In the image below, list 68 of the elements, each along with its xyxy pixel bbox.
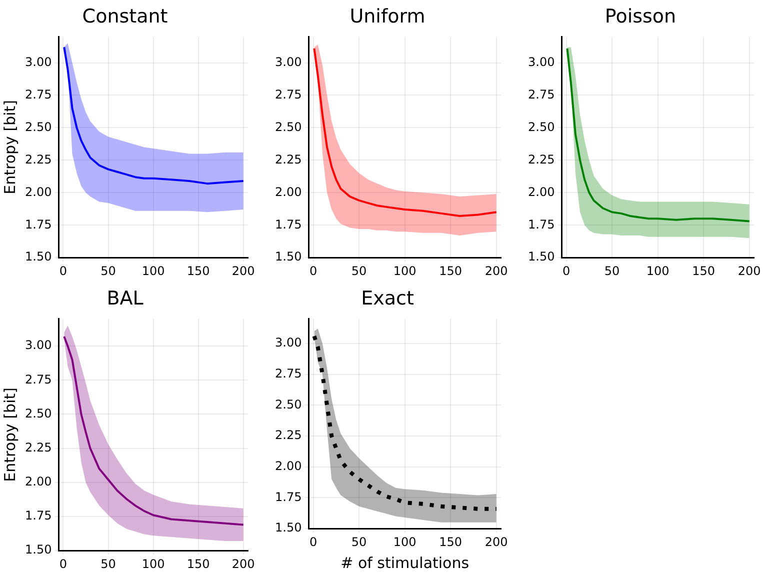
chart-title: Uniform [350, 5, 426, 28]
y-tick-label: 2.00 [275, 184, 302, 199]
y-tick-label: 1.50 [275, 250, 302, 264]
x-tick-label: 200 [484, 534, 508, 549]
x-tick-label: 0 [309, 264, 318, 278]
chart-title: Constant [82, 5, 168, 28]
y-tick-label: 2.75 [275, 87, 302, 102]
x-tick-label: 50 [604, 264, 620, 278]
y-tick-label: 2.00 [25, 184, 52, 199]
x-tick-label: 200 [484, 264, 508, 278]
x-tick-label: 50 [100, 556, 116, 571]
y-tick-label: 3.00 [528, 54, 555, 69]
y-tick-label: 1.50 [275, 520, 302, 535]
x-tick-label: 200 [738, 264, 761, 278]
x-tick-label: 0 [562, 264, 570, 278]
x-tick-label: 50 [351, 264, 367, 278]
x-tick-label: 150 [692, 264, 716, 278]
y-tick-label: 2.50 [25, 406, 52, 420]
x-tick-label: 100 [393, 534, 416, 549]
y-tick-label: 2.25 [528, 152, 555, 166]
y-tick-label: 2.00 [528, 184, 555, 199]
y-tick-label: 3.00 [275, 54, 302, 69]
x-tick-label: 150 [439, 534, 462, 549]
y-tick-label: 2.75 [275, 366, 302, 380]
y-tick-label: 1.50 [25, 542, 52, 557]
x-axis-title: # of stimulations [340, 554, 470, 572]
y-tick-label: 1.75 [528, 217, 555, 232]
y-tick-label: 1.75 [25, 508, 52, 523]
x-tick-label: 0 [309, 534, 318, 549]
y-tick-label: 2.75 [528, 87, 555, 102]
y-tick-label: 1.75 [25, 217, 52, 232]
x-tick-label: 200 [232, 264, 255, 278]
y-axis-title: Entropy [bit] [0, 100, 19, 194]
x-tick-label: 50 [100, 264, 116, 278]
x-tick-label: 200 [232, 556, 255, 571]
y-tick-label: 2.75 [25, 372, 52, 386]
y-tick-label: 2.50 [528, 120, 555, 134]
x-tick-label: 50 [351, 534, 367, 549]
y-tick-label: 2.50 [25, 120, 52, 134]
x-tick-label: 150 [186, 556, 210, 571]
chart-title: BAL [106, 287, 144, 310]
x-tick-label: 100 [142, 556, 165, 571]
x-tick-label: 0 [59, 264, 68, 278]
x-tick-label: 100 [393, 264, 416, 278]
y-tick-label: 2.75 [25, 87, 52, 102]
y-tick-label: 1.50 [25, 250, 52, 264]
y-tick-label: 1.75 [275, 490, 302, 504]
y-tick-label: 1.75 [275, 217, 302, 232]
x-tick-label: 150 [439, 264, 462, 278]
y-axis-title: Entropy [bit] [0, 388, 19, 482]
y-tick-label: 2.00 [275, 459, 302, 474]
y-tick-label: 1.50 [528, 250, 555, 264]
y-tick-label: 3.00 [25, 54, 52, 69]
x-tick-label: 0 [59, 556, 68, 571]
chart-title: Exact [361, 287, 414, 310]
chart-title: Poisson [604, 5, 676, 28]
x-tick-label: 150 [186, 264, 210, 278]
y-tick-label: 2.25 [25, 152, 52, 166]
y-tick-label: 2.25 [275, 152, 302, 166]
y-tick-label: 3.00 [25, 338, 52, 352]
y-tick-label: 2.25 [25, 440, 52, 454]
x-tick-label: 100 [646, 264, 670, 278]
y-tick-label: 2.50 [275, 120, 302, 134]
y-tick-label: 2.25 [275, 428, 302, 442]
x-tick-label: 100 [142, 264, 165, 278]
y-tick-label: 2.00 [25, 474, 52, 489]
y-tick-label: 2.50 [275, 397, 302, 412]
y-tick-label: 3.00 [275, 336, 302, 350]
